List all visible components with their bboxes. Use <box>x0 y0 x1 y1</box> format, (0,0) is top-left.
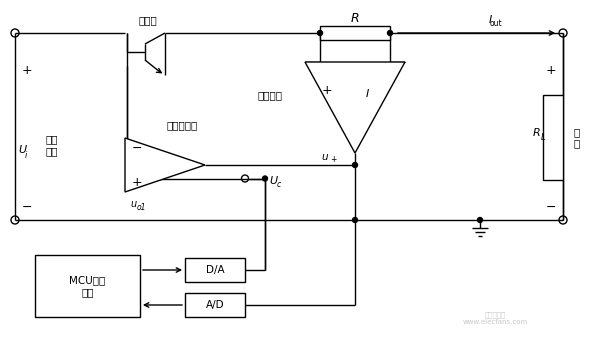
Text: out: out <box>490 19 502 28</box>
Circle shape <box>387 30 393 36</box>
Text: 负
载: 负 载 <box>574 127 580 148</box>
Text: +: + <box>330 156 336 165</box>
Text: 调整管: 调整管 <box>139 15 157 25</box>
Text: D/A: D/A <box>206 265 224 275</box>
Circle shape <box>352 218 358 223</box>
Text: MCU控制
系统: MCU控制 系统 <box>69 275 106 297</box>
Polygon shape <box>125 138 205 192</box>
Text: I: I <box>365 89 369 99</box>
Text: 电子发烧友
www.elecfans.com: 电子发烧友 www.elecfans.com <box>463 311 528 325</box>
Text: +: + <box>22 64 32 77</box>
Bar <box>35 255 140 317</box>
Text: L: L <box>541 133 546 142</box>
Text: U: U <box>18 145 26 155</box>
Circle shape <box>352 162 358 168</box>
Text: u: u <box>130 199 136 209</box>
Text: o1: o1 <box>137 203 146 212</box>
Text: −: − <box>132 142 142 155</box>
Text: +: + <box>321 83 332 96</box>
Text: 电流检测: 电流检测 <box>257 90 282 100</box>
Text: A/D: A/D <box>206 300 224 310</box>
Circle shape <box>317 30 323 36</box>
Polygon shape <box>305 62 405 153</box>
Circle shape <box>263 176 267 181</box>
Text: 输入
电压: 输入 电压 <box>46 134 58 156</box>
Text: +: + <box>132 175 142 188</box>
Text: c: c <box>277 180 281 189</box>
Text: −: − <box>546 200 556 213</box>
Text: R: R <box>350 12 359 25</box>
Text: U: U <box>269 176 277 186</box>
Text: u: u <box>321 152 329 162</box>
Text: −: − <box>22 200 32 213</box>
Bar <box>320 26 390 40</box>
Text: 误差放大器: 误差放大器 <box>167 120 197 130</box>
Text: I: I <box>489 15 492 25</box>
Bar <box>185 293 245 317</box>
Bar <box>543 95 563 180</box>
Text: R: R <box>533 128 541 137</box>
Bar <box>185 258 245 282</box>
Text: +: + <box>546 64 556 77</box>
Circle shape <box>477 218 483 223</box>
Text: i: i <box>25 152 27 160</box>
